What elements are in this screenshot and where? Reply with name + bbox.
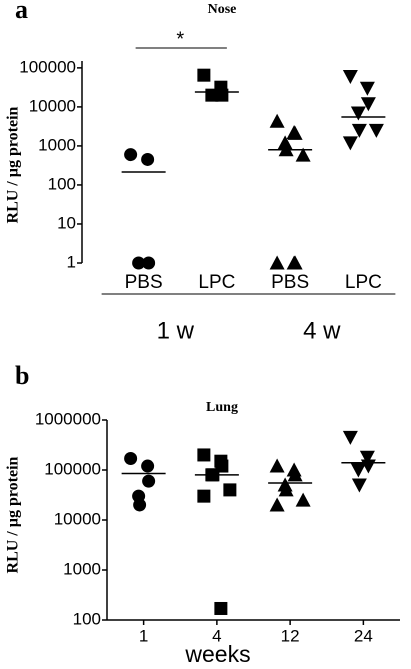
- y-axis-label: RLU / µg protein: [5, 456, 22, 573]
- y-tick-label: 10000: [29, 96, 76, 115]
- data-point: [197, 489, 211, 503]
- y-tick-label: 10000: [54, 509, 101, 528]
- data-point: [287, 255, 303, 270]
- data-point: [197, 448, 211, 462]
- data-point: [360, 97, 376, 112]
- data-point: [368, 123, 384, 138]
- x-axis-label: weeks: [184, 641, 250, 667]
- data-point: [124, 148, 138, 162]
- y-tick-label: 1000000: [35, 409, 101, 428]
- group-label: 1 w: [157, 317, 195, 344]
- data-point: [359, 450, 375, 465]
- x-tick-label: 4: [212, 626, 221, 645]
- data-point: [295, 492, 311, 507]
- data-point: [132, 256, 146, 270]
- data-point: [342, 70, 358, 85]
- data-point: [269, 497, 285, 512]
- data-point: [342, 136, 358, 151]
- y-tick-label: 100: [73, 609, 101, 628]
- data-point: [197, 68, 211, 82]
- group-label: 4 w: [303, 317, 341, 344]
- data-point: [269, 458, 285, 473]
- significance-mark: *: [176, 28, 184, 50]
- x-tick-label: 1: [139, 626, 148, 645]
- y-tick-label: 1000: [38, 135, 76, 154]
- data-point: [351, 478, 367, 493]
- x-tick-label: PBS: [125, 272, 163, 293]
- chart-title: Lung: [206, 400, 238, 415]
- data-point: [269, 255, 285, 270]
- x-tick-label: LPC: [345, 272, 382, 293]
- panel-label: a: [15, 0, 28, 24]
- data-point: [205, 88, 219, 102]
- y-tick-label: 1000: [63, 559, 101, 578]
- y-axis-label: RLU / µg protein: [5, 106, 22, 223]
- data-point: [142, 474, 156, 488]
- x-tick-label: LPC: [198, 272, 235, 293]
- data-point: [133, 498, 147, 512]
- data-point: [287, 467, 303, 482]
- x-tick-label: 24: [354, 626, 373, 645]
- y-tick-label: 1: [67, 252, 76, 271]
- data-point: [223, 483, 237, 497]
- y-tick-label: 100: [48, 174, 76, 193]
- panel-label: b: [15, 361, 29, 390]
- chart-title: Nose: [208, 2, 237, 17]
- y-tick-label: 10: [57, 213, 76, 232]
- y-tick-label: 100000: [19, 57, 76, 76]
- data-point: [141, 152, 155, 166]
- data-point: [278, 482, 294, 497]
- data-point: [124, 451, 138, 465]
- data-point: [350, 463, 366, 478]
- data-point: [142, 256, 156, 270]
- data-point: [141, 459, 155, 473]
- data-point: [214, 601, 228, 615]
- y-tick-label: 100000: [44, 459, 101, 478]
- data-point: [277, 135, 293, 150]
- data-point: [350, 106, 366, 121]
- data-point: [351, 123, 367, 138]
- x-tick-label: 12: [281, 626, 300, 645]
- data-point: [287, 125, 303, 140]
- data-point: [269, 113, 285, 128]
- data-point: [295, 147, 311, 162]
- x-tick-label: PBS: [271, 272, 309, 293]
- data-point: [342, 430, 358, 445]
- data-point: [359, 81, 375, 96]
